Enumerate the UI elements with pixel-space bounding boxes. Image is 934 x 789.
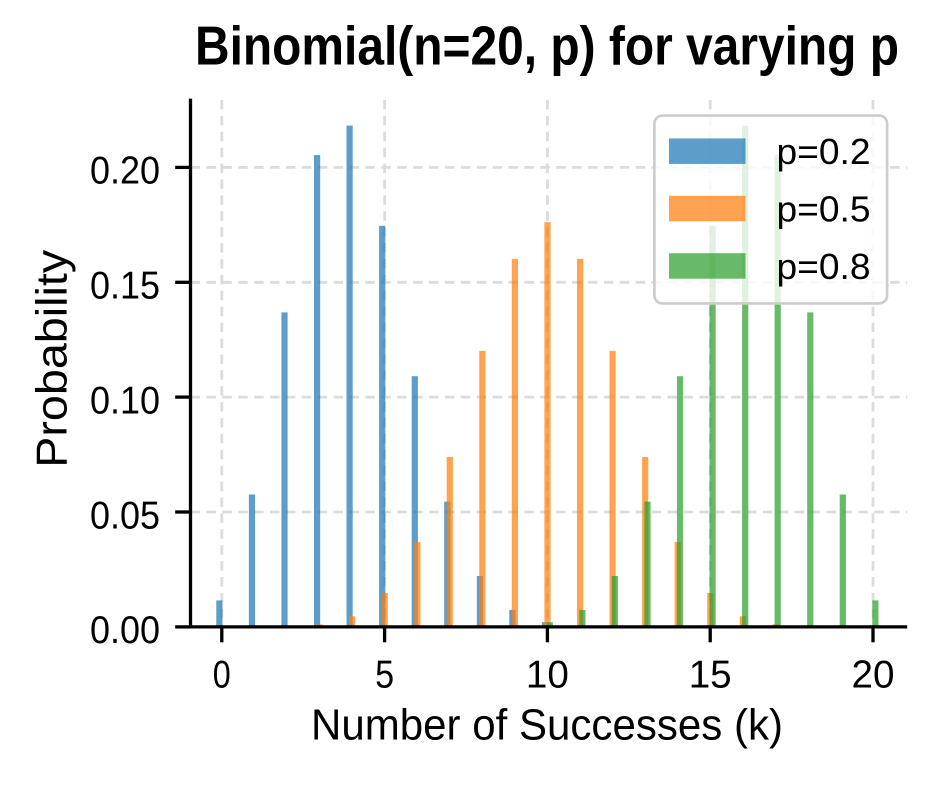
svg-text:0.05: 0.05: [90, 494, 160, 537]
svg-text:0.00: 0.00: [90, 609, 160, 652]
svg-text:0: 0: [213, 654, 231, 697]
svg-text:0.10: 0.10: [90, 379, 160, 422]
svg-text:0.20: 0.20: [90, 150, 160, 193]
svg-text:p=0.8: p=0.8: [777, 246, 871, 287]
svg-text:Probability: Probability: [28, 250, 77, 468]
svg-text:Number of Successes (k): Number of Successes (k): [311, 701, 783, 750]
svg-text:p=0.5: p=0.5: [777, 189, 871, 230]
svg-text:20: 20: [852, 654, 895, 697]
svg-text:Binomial(n=20, p) for varying: Binomial(n=20, p) for varying p: [195, 15, 899, 77]
svg-text:0.15: 0.15: [90, 265, 160, 308]
svg-text:10: 10: [526, 654, 569, 697]
svg-text:5: 5: [375, 654, 394, 697]
svg-text:15: 15: [689, 654, 732, 697]
svg-text:p=0.2: p=0.2: [777, 131, 871, 172]
